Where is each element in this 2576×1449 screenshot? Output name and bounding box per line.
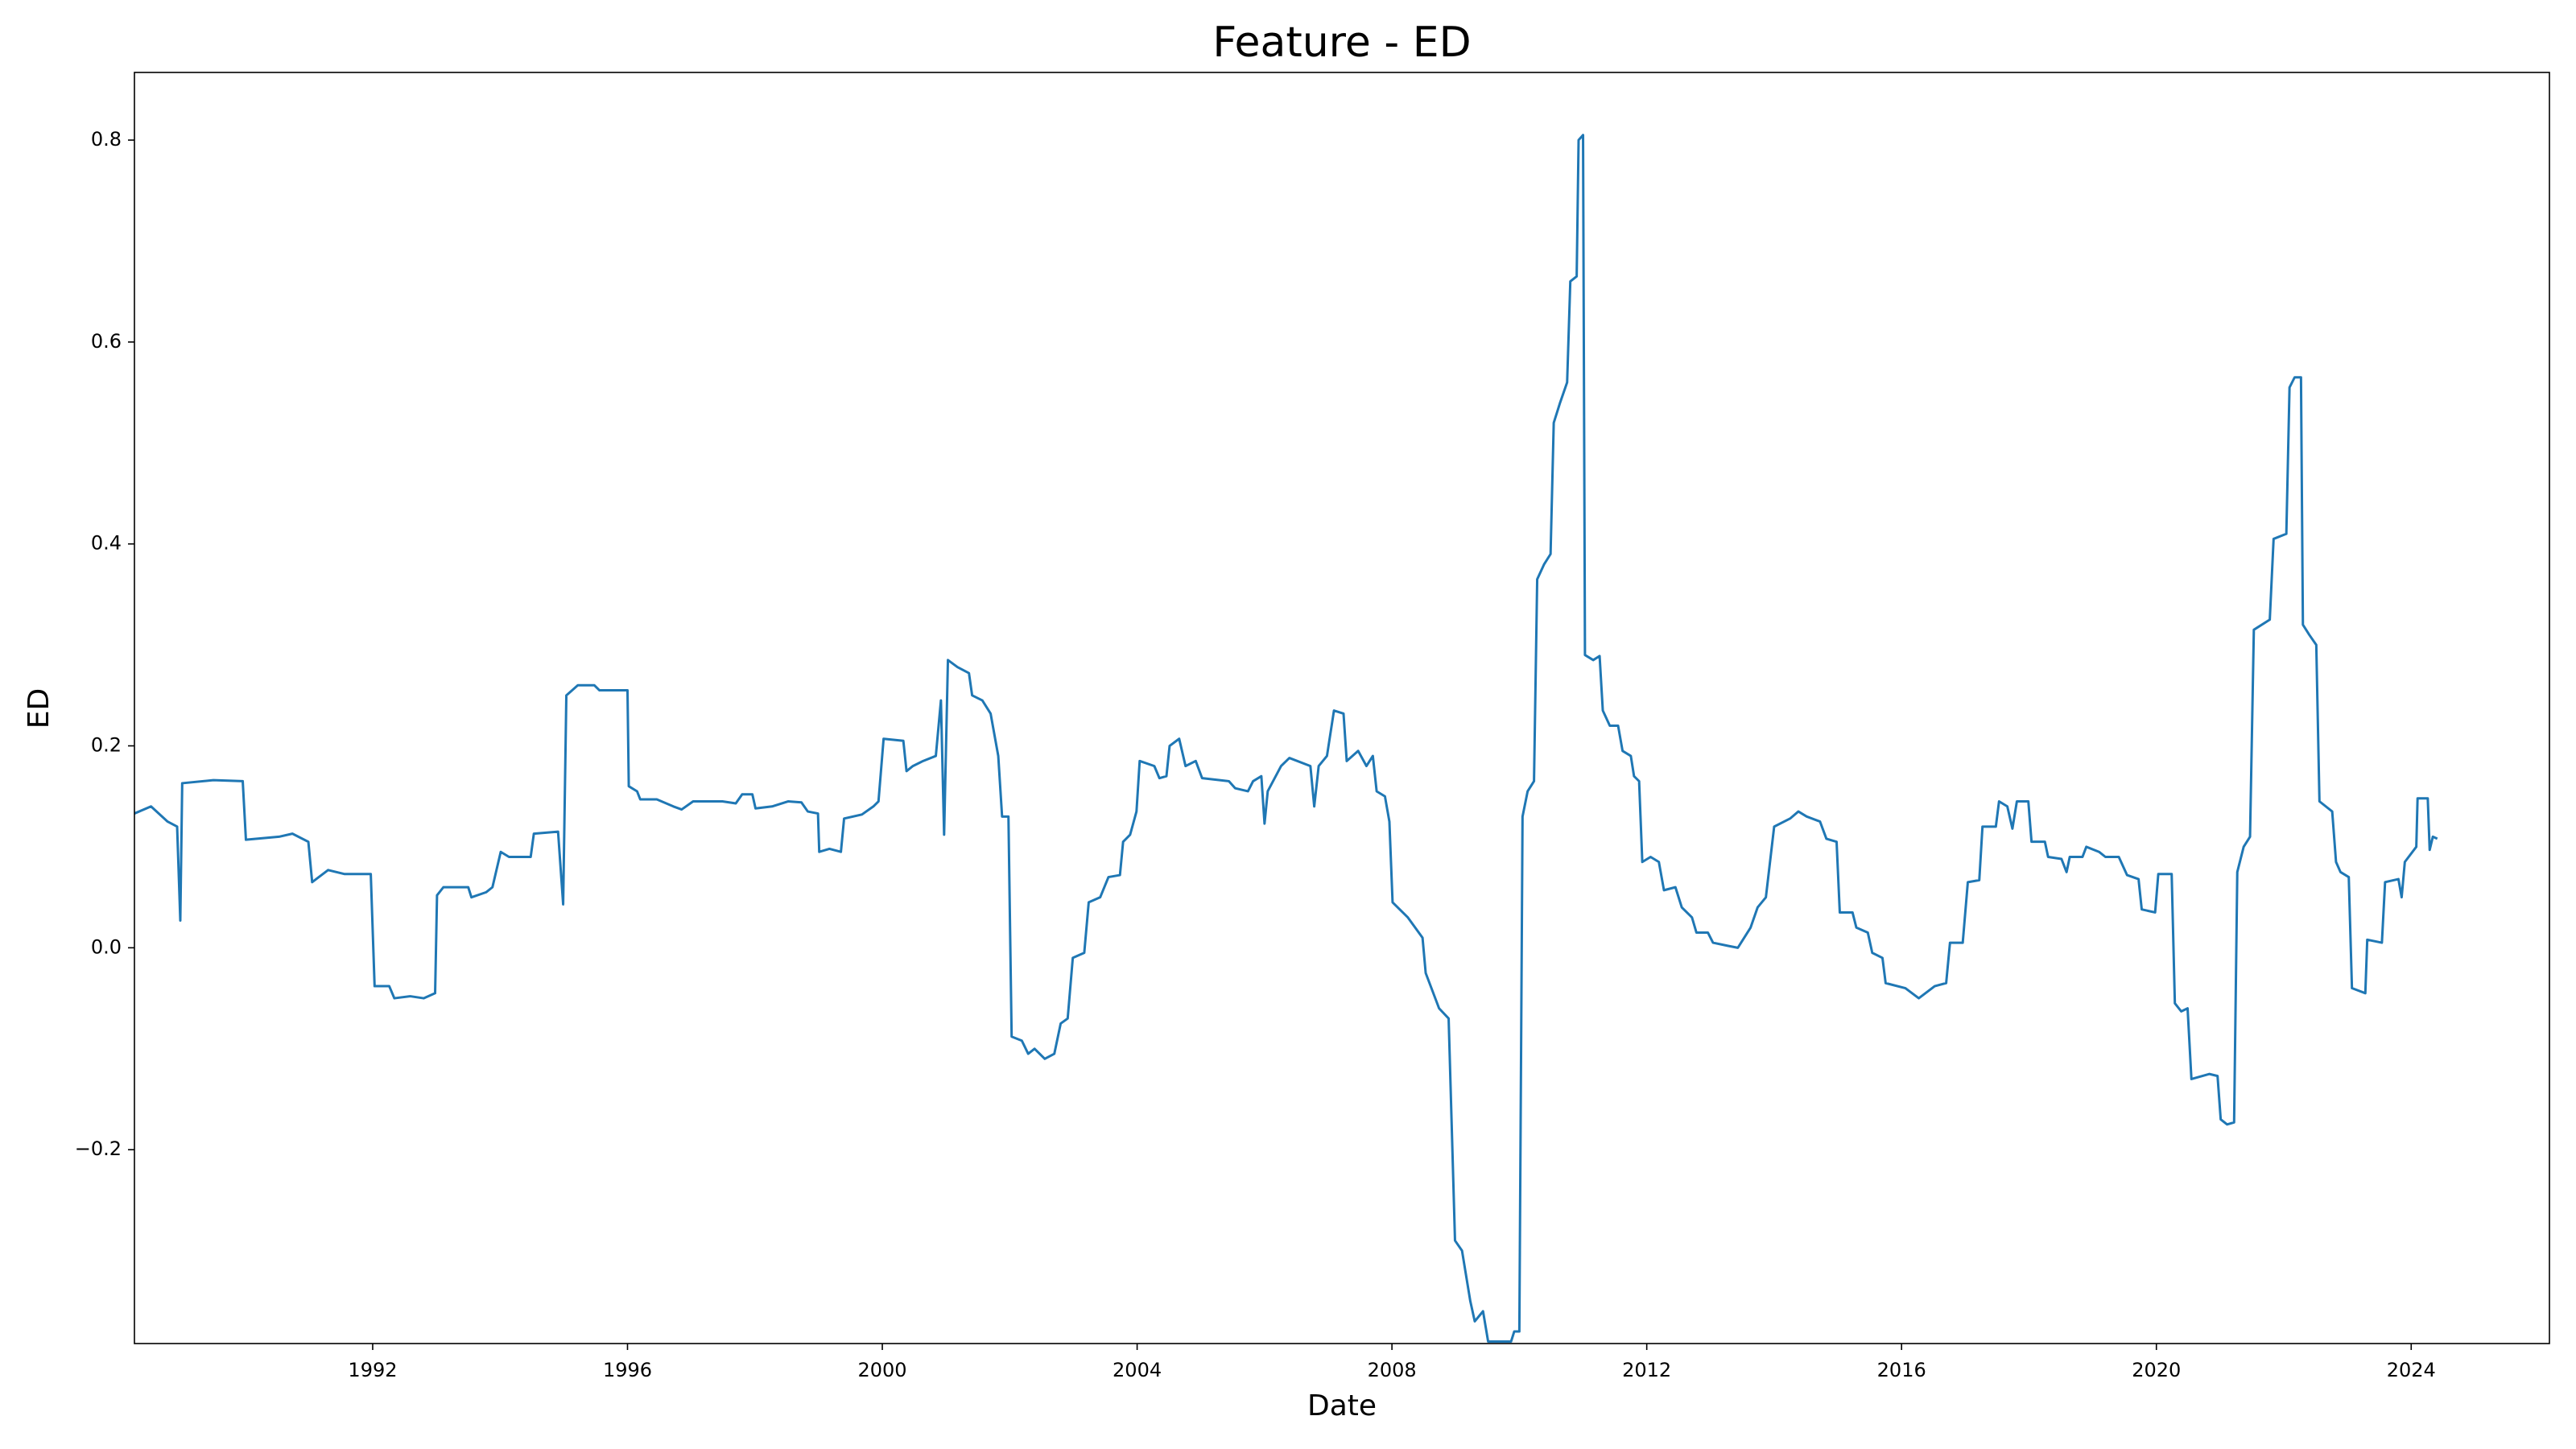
x-tick-label: 2016	[1877, 1359, 1926, 1381]
chart-title: Feature - ED	[1212, 19, 1471, 67]
x-tick-label: 2000	[858, 1359, 907, 1381]
data-line	[134, 134, 2438, 1343]
x-tick-label: 2008	[1368, 1359, 1417, 1381]
y-tick-label: 0.0	[91, 935, 122, 958]
x-axis-label: Date	[1307, 1389, 1377, 1422]
x-tick-label: 2020	[2132, 1359, 2181, 1381]
y-tick-label: 0.4	[91, 532, 122, 555]
y-tick-label: 0.2	[91, 734, 122, 757]
x-tick-label: 1996	[603, 1359, 652, 1381]
y-tick-label: −0.2	[75, 1137, 122, 1160]
y-tick-label: 0.8	[91, 128, 122, 151]
y-tick-label: 0.6	[91, 330, 122, 353]
x-tick-label: 1992	[348, 1359, 397, 1381]
plot-frame	[134, 72, 2550, 1344]
y-axis-label: ED	[23, 688, 56, 729]
x-tick-label: 2004	[1113, 1359, 1162, 1381]
x-tick-label: 2012	[1622, 1359, 1671, 1381]
x-tick-label: 2024	[2387, 1359, 2436, 1381]
